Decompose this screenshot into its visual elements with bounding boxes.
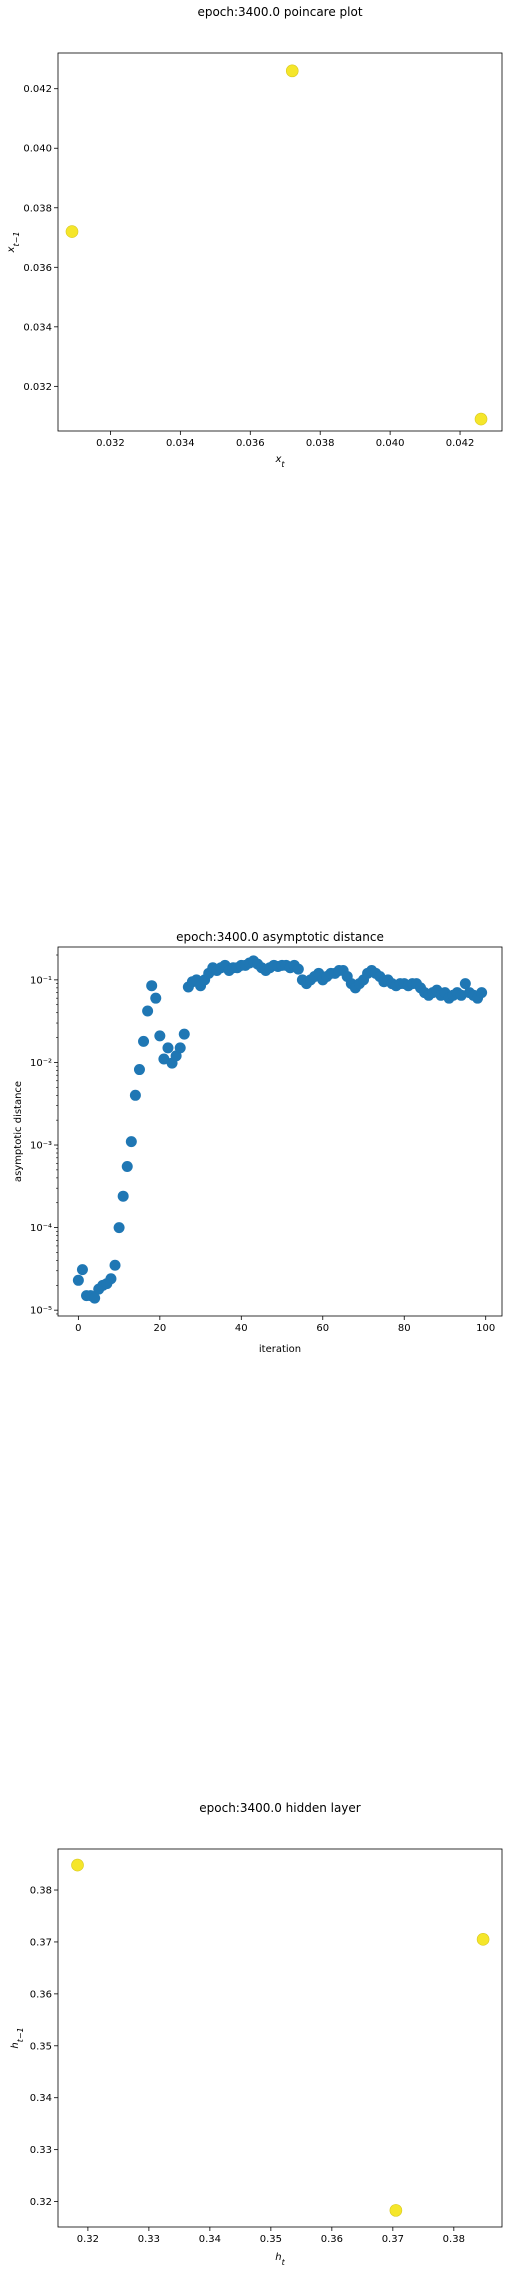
y-tick-label: 10⁻⁵ (30, 1306, 52, 1317)
x-tick-label: 0.33 (138, 2234, 160, 2245)
x-tick-label: 0.032 (96, 438, 125, 449)
data-point (113, 1222, 125, 1234)
plot-frame (57, 52, 503, 432)
chart-2: epoch:3400.0 asymptotic distance 0 20 40 60 8… (13, 930, 503, 1355)
x-tick-label: 0.37 (382, 2234, 404, 2245)
y-tick-label: 0.036 (23, 263, 52, 274)
x-tick-label: 0.38 (443, 2234, 465, 2245)
data-point (459, 978, 471, 990)
y-tick-label: 0.34 (30, 2093, 52, 2104)
data-point (105, 1273, 117, 1285)
data-point (150, 992, 162, 1004)
data-point (476, 1933, 490, 1946)
y-tick-label: 0.034 (23, 322, 52, 333)
data-point (138, 1035, 150, 1047)
data-point (72, 1274, 84, 1286)
plot-frame (57, 1848, 503, 2228)
y-tick-label: 10⁻¹ (30, 975, 52, 986)
x-tick-label: 0.040 (376, 438, 405, 449)
data-point (146, 980, 158, 992)
x-tick-label: 40 (235, 1323, 248, 1334)
data-point (474, 412, 488, 426)
data-point (285, 64, 299, 78)
data-point (154, 1030, 166, 1042)
y-tick-label: 10⁻² (30, 1058, 52, 1069)
data-point (178, 1028, 190, 1040)
chart-title: epoch:3400.0 hidden layer (199, 1801, 361, 1815)
y-tick-label: 0.040 (23, 144, 52, 155)
y-tick-label: 0.32 (30, 2197, 52, 2208)
data-point (133, 1064, 145, 1076)
y-tick-label: 10⁻³ (30, 1141, 52, 1152)
data-point (142, 1005, 154, 1017)
axis-label: ht−1 (10, 2027, 25, 2048)
data-point (71, 1858, 84, 1872)
axis-label: xt−1 (6, 232, 21, 254)
y-tick-label: 0.35 (30, 2041, 52, 2052)
data-point (162, 1042, 174, 1054)
data-point (389, 2204, 403, 2217)
x-tick-label: 0.34 (199, 2234, 221, 2245)
y-tick-label: 0.032 (23, 382, 52, 393)
data-point (129, 1089, 141, 1101)
x-tick-label: 60 (316, 1323, 329, 1334)
data-point (76, 1264, 88, 1276)
data-point (121, 1160, 133, 1172)
y-tick-label: 0.038 (23, 203, 52, 214)
chart-3: epoch:3400.0 hidden layer 0.32 0.33 0.34 0.3… (10, 1801, 503, 2267)
x-tick-label: 0 (75, 1323, 81, 1334)
y-axis-label: asymptotic distance (13, 1081, 24, 1182)
data-point (117, 1190, 129, 1202)
plot-frame (57, 946, 503, 1317)
data-point (292, 963, 304, 975)
chart-title: epoch:3400.0 asymptotic distance (176, 930, 384, 944)
y-tick-label: 0.38 (30, 1886, 52, 1897)
x-tick-label: 0.042 (446, 438, 475, 449)
x-tick-label: 20 (153, 1323, 166, 1334)
y-tick-label: 0.37 (30, 1937, 52, 1948)
chart-title: epoch:3400.0 poincare plot (197, 5, 362, 19)
y-tick-label: 0.042 (23, 84, 52, 95)
x-tick-label: 0.36 (321, 2234, 343, 2245)
y-tick-label: 0.36 (30, 1989, 52, 2000)
y-tick-label: 10⁻⁴ (30, 1223, 52, 1234)
x-tick-label: 0.036 (236, 438, 265, 449)
x-tick-label: 0.35 (260, 2234, 282, 2245)
data-point (65, 225, 79, 238)
data-point (89, 1292, 101, 1304)
x-tick-label: 0.32 (77, 2234, 99, 2245)
x-tick-label: 80 (398, 1323, 411, 1334)
data-point (109, 1259, 121, 1271)
chart-1: epoch:3400.0 poincare plot 0.032 0.034 0.03… (6, 5, 503, 469)
x-tick-label: 0.034 (166, 438, 195, 449)
x-tick-label: 100 (476, 1323, 495, 1334)
x-axis-label: iteration (259, 1344, 301, 1355)
axis-label: ht (275, 2252, 285, 2267)
axis-label: xt (274, 454, 285, 469)
data-point (174, 1042, 186, 1054)
data-point (158, 1053, 170, 1065)
data-point (125, 1136, 137, 1148)
x-tick-label: 0.038 (306, 438, 335, 449)
data-point (476, 987, 488, 999)
y-tick-label: 0.33 (30, 2145, 52, 2156)
